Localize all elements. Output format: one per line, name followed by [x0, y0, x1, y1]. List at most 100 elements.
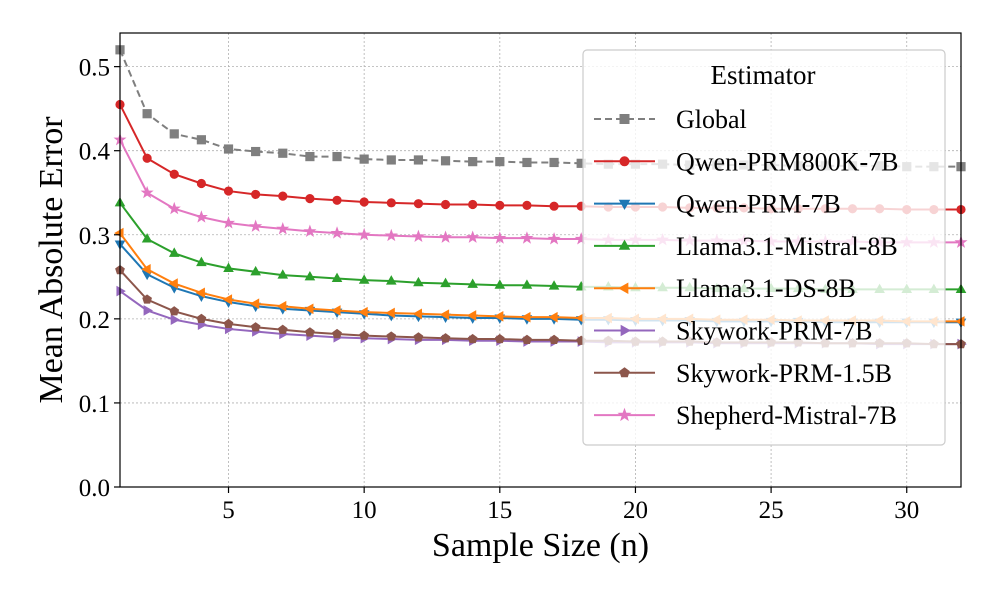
- legend-marker: [619, 156, 630, 167]
- data-point: [547, 232, 561, 245]
- x-axis-label: Sample Size (n): [432, 527, 649, 564]
- data-point: [304, 303, 314, 315]
- data-point: [278, 191, 288, 201]
- data-point: [439, 230, 453, 243]
- data-point: [168, 247, 180, 257]
- legend-item: Global: [594, 105, 747, 134]
- legend-marker: [618, 199, 631, 210]
- data-point: [251, 189, 261, 200]
- data-point: [142, 109, 152, 119]
- data-point: [304, 270, 316, 281]
- data-point: [385, 275, 397, 285]
- data-point: [359, 197, 369, 207]
- data-point: [439, 309, 450, 320]
- legend-label: Skywork-PRM-7B: [676, 317, 872, 346]
- data-point: [223, 318, 234, 329]
- data-point: [305, 194, 315, 204]
- data-point: [249, 298, 260, 310]
- y-tick-label: 0.2: [79, 307, 110, 334]
- data-point: [548, 280, 560, 290]
- y-axis-ticks: 0.0 0.1 0.2 0.3 0.4 0.5: [79, 55, 120, 502]
- data-point: [141, 233, 153, 243]
- data-point: [386, 198, 396, 208]
- y-axis-label: Mean Absolute Error: [33, 116, 70, 404]
- data-point: [196, 313, 207, 323]
- legend-item: Skywork-PRM-1.5B: [594, 359, 892, 388]
- data-point: [331, 305, 341, 316]
- data-point: [521, 279, 533, 289]
- legend-marker: [620, 324, 631, 337]
- data-point: [384, 228, 398, 242]
- legend-item: Qwen-PRM-7B: [594, 190, 841, 219]
- y-tick-label: 0.3: [79, 223, 110, 250]
- data-point: [955, 316, 965, 327]
- data-point: [276, 300, 287, 312]
- data-point: [466, 310, 477, 321]
- data-point: [169, 306, 180, 316]
- data-point: [440, 277, 451, 288]
- legend-items: Global Qwen-PRM800K-7B Qwen-PRM-7B Llama3.1…: [594, 105, 898, 430]
- data-point: [143, 305, 153, 316]
- data-point: [468, 199, 478, 210]
- legend-marker: [617, 407, 632, 422]
- data-point: [357, 227, 371, 241]
- data-point: [222, 294, 233, 305]
- data-point: [440, 333, 451, 343]
- data-point: [493, 311, 504, 322]
- legend-label: Global: [676, 105, 747, 134]
- y-tick-label: 0.1: [79, 391, 110, 418]
- data-point: [468, 157, 478, 167]
- data-point: [332, 328, 342, 339]
- data-point: [141, 263, 151, 275]
- data-point: [331, 272, 343, 283]
- data-point: [278, 148, 288, 158]
- data-point: [196, 135, 206, 145]
- data-point: [169, 129, 179, 139]
- data-point: [386, 155, 396, 165]
- x-tick-label: 15: [487, 497, 512, 524]
- data-point: [221, 216, 236, 229]
- data-point: [494, 279, 506, 289]
- data-point: [521, 311, 531, 323]
- x-tick-label: 20: [623, 497, 648, 524]
- data-point: [522, 157, 532, 168]
- data-point: [358, 274, 370, 284]
- data-point: [494, 333, 505, 344]
- data-point: [520, 231, 534, 244]
- data-point: [386, 331, 397, 341]
- x-tick-label: 10: [352, 497, 377, 524]
- plot-frame: [119, 32, 962, 488]
- data-point: [168, 278, 178, 289]
- data-point: [359, 330, 370, 340]
- data-point: [549, 201, 559, 211]
- legend: Estimator Global Qwen-PRM800K-7B Qwen-PRM-…: [582, 49, 946, 446]
- data-point: [250, 322, 261, 332]
- data-point: [440, 156, 451, 166]
- data-point: [194, 210, 208, 223]
- data-point: [413, 332, 424, 342]
- legend-item: Shepherd-Mistral-7B: [594, 401, 897, 430]
- data-point: [359, 154, 369, 164]
- data-point: [332, 195, 342, 205]
- data-point: [522, 334, 532, 345]
- data-point: [277, 269, 289, 279]
- data-point: [440, 199, 451, 210]
- x-tick-label: 25: [759, 497, 784, 524]
- data-point: [332, 151, 342, 162]
- data-point: [277, 324, 288, 334]
- data-point: [413, 155, 424, 165]
- data-point: [140, 185, 154, 199]
- data-point: [413, 276, 424, 287]
- data-point: [167, 201, 181, 215]
- data-point: [223, 262, 234, 272]
- data-point: [223, 186, 234, 196]
- y-tick-label: 0.0: [79, 475, 110, 502]
- legend-label: Llama3.1-Mistral-8B: [676, 232, 898, 261]
- data-point: [493, 231, 507, 244]
- data-point: [250, 265, 261, 276]
- x-axis-ticks: 5 10 15 20 25 30: [222, 487, 919, 524]
- legend-label: Skywork-PRM-1.5B: [676, 359, 892, 388]
- y-tick-label: 0.4: [79, 139, 111, 166]
- legend-label: Qwen-PRM-7B: [676, 190, 841, 219]
